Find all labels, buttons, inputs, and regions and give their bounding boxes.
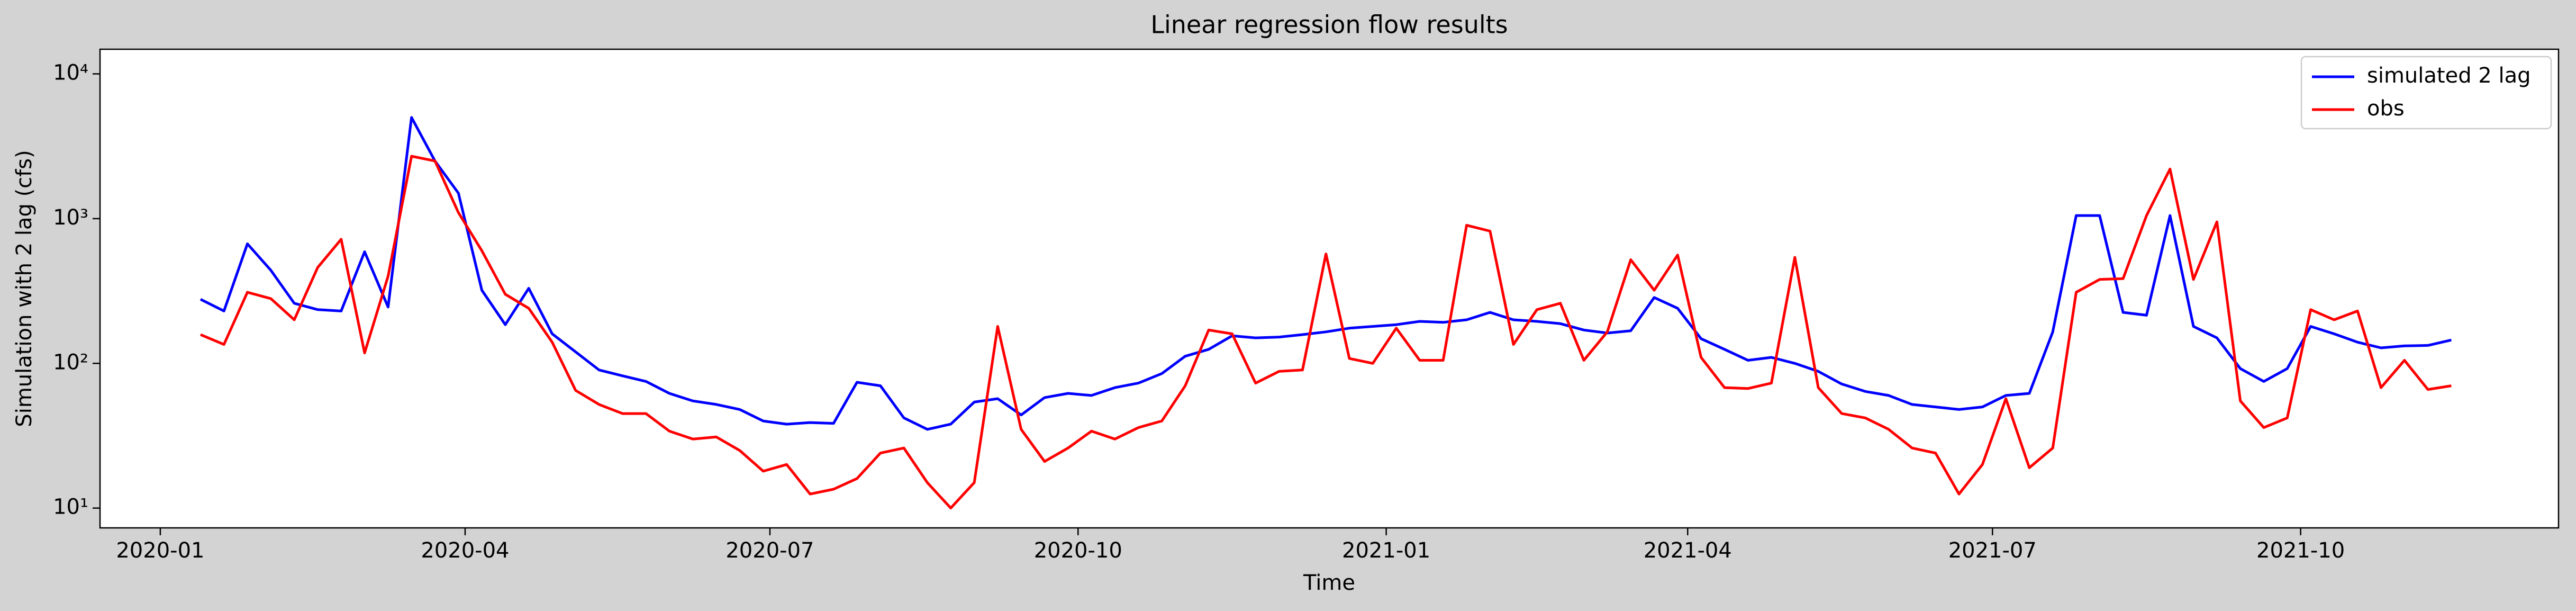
y-tick-label: 10¹ bbox=[53, 495, 88, 519]
y-tick-label: 10⁴ bbox=[53, 61, 88, 85]
y-tick-label: 10³ bbox=[53, 205, 88, 230]
chart-title: Linear regression flow results bbox=[1150, 11, 1508, 39]
data-line bbox=[199, 155, 2452, 510]
x-tick-label: 2021-10 bbox=[2256, 538, 2345, 563]
y-axis-label: Simulation with 2 lag (cfs) bbox=[12, 150, 37, 427]
x-axis-label: Time bbox=[1303, 571, 1355, 595]
x-tick-label: 2021-04 bbox=[1644, 538, 1732, 563]
y-tick-label: 10² bbox=[53, 350, 88, 374]
x-tick-label: 2020-04 bbox=[421, 538, 509, 563]
legend-box bbox=[2300, 56, 2552, 130]
data-line bbox=[199, 116, 2452, 431]
x-tick-label: 2021-07 bbox=[1948, 538, 2037, 563]
x-tick-label: 2020-10 bbox=[1034, 538, 1122, 563]
x-tick-label: 2020-07 bbox=[725, 538, 814, 563]
x-tick-label: 2020-01 bbox=[116, 538, 204, 563]
x-tick-label: 2021-01 bbox=[1342, 538, 1430, 563]
legend-label: obs bbox=[2367, 96, 2405, 121]
plot-area bbox=[99, 48, 2560, 529]
legend-label: simulated 2 lag bbox=[2367, 64, 2530, 88]
